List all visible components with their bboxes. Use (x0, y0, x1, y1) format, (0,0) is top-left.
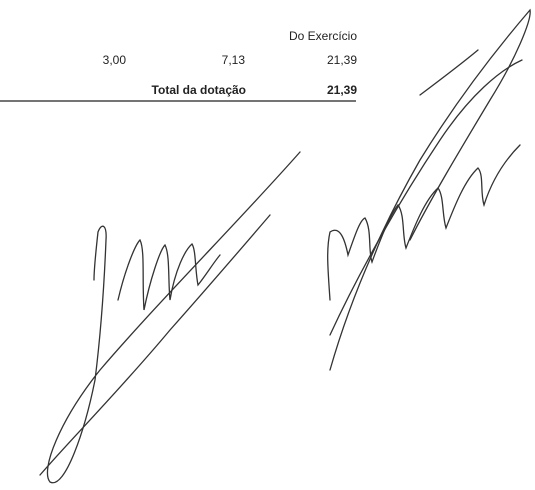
total-value: 21,39 (326, 83, 357, 97)
total-label: Total da dotação (151, 83, 246, 97)
signature-left (39, 151, 301, 484)
unit-price-cell: 7,13 (221, 53, 245, 67)
column-header: Do Exercício (288, 29, 357, 43)
quantity-cell: 3,00 (102, 53, 126, 67)
signature-right (327, 8, 531, 371)
value-cell: 21,39 (326, 53, 357, 67)
